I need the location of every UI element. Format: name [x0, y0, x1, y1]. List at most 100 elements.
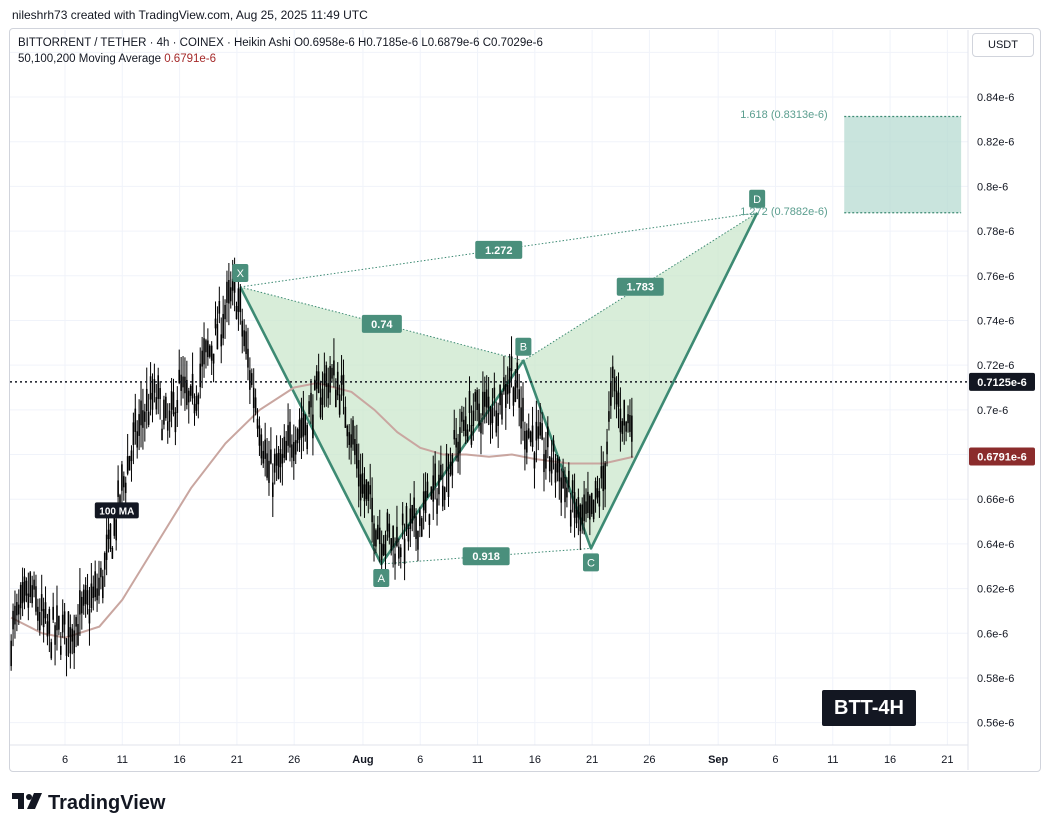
candle — [107, 529, 110, 540]
candle — [281, 453, 284, 464]
candle — [398, 546, 400, 559]
tradingview-brand[interactable]: TradingView — [12, 792, 165, 815]
candle — [497, 412, 499, 426]
time-tick-label: 6 — [62, 754, 68, 766]
candle — [627, 414, 629, 424]
candle — [462, 419, 465, 432]
ratio-label: 1.272 — [485, 245, 513, 257]
ratio-label-box — [616, 277, 664, 296]
time-tick-label: 21 — [231, 754, 243, 766]
candle — [17, 604, 20, 615]
candle — [499, 384, 501, 406]
candle — [142, 410, 144, 428]
candle — [329, 365, 331, 393]
candle — [121, 464, 123, 491]
candle — [229, 287, 232, 302]
ratio-label-box — [462, 547, 510, 566]
legend-row-ma[interactable]: 50,100,200 Moving Average 0.6791e-6 — [18, 51, 543, 67]
price-tick-label: 0.58e-6 — [977, 673, 1014, 685]
candle — [283, 436, 286, 458]
candle — [182, 376, 184, 388]
pattern-triangle-bcd — [523, 212, 758, 549]
candle — [568, 470, 570, 488]
ratio-label-box — [475, 240, 523, 259]
candle — [361, 473, 364, 494]
moving-average — [10, 382, 634, 639]
legend-row-ohlc: BITTORRENT / TETHER · 4h · COINEX · Heik… — [18, 35, 543, 51]
candle — [459, 427, 461, 454]
candle — [147, 411, 150, 425]
candle — [554, 463, 557, 483]
candle — [411, 504, 414, 524]
candle — [461, 411, 463, 422]
candle — [96, 588, 98, 601]
candle — [590, 493, 593, 514]
candle — [109, 523, 112, 549]
candle — [527, 428, 530, 438]
pattern-point-box — [515, 337, 532, 356]
candle — [399, 547, 402, 558]
candle — [587, 491, 589, 514]
candle — [468, 390, 471, 414]
candle — [207, 340, 209, 358]
candle — [491, 407, 494, 423]
candle — [451, 454, 454, 476]
fib-level-label: 1.618 (0.8313e-6) — [740, 109, 828, 122]
candle — [195, 396, 198, 411]
candle — [403, 538, 406, 565]
candle — [495, 410, 498, 433]
candle — [268, 460, 270, 483]
candle — [319, 397, 322, 418]
candle — [264, 439, 266, 459]
candle — [138, 414, 140, 436]
current-price-tag — [969, 372, 1035, 391]
price-tick-label: 0.64e-6 — [977, 539, 1014, 551]
candle — [344, 406, 347, 428]
candle — [629, 415, 631, 432]
candle — [604, 463, 606, 490]
candle — [312, 414, 314, 439]
price-tick-label: 0.7e-6 — [977, 405, 1008, 417]
candle — [314, 379, 316, 391]
candle — [405, 506, 408, 528]
candle — [386, 512, 389, 532]
candle — [378, 527, 381, 545]
candle — [417, 530, 419, 550]
candle — [155, 397, 158, 410]
candle — [189, 385, 192, 396]
price-tick-label: 0.72e-6 — [977, 360, 1014, 372]
candle — [172, 392, 175, 415]
candle — [478, 403, 480, 426]
time-tick-label: Aug — [352, 754, 373, 766]
price-tick-label: 0.76e-6 — [977, 271, 1014, 283]
pattern-triangle-xab — [240, 286, 524, 565]
candle — [470, 424, 473, 445]
candle — [453, 429, 456, 440]
candle — [58, 615, 60, 630]
candle — [545, 449, 547, 469]
pattern-point-box — [749, 189, 766, 208]
candle — [90, 583, 93, 609]
time-tick-label: 11 — [117, 754, 128, 766]
harmonic-pattern — [239, 212, 759, 566]
candle — [506, 384, 509, 395]
candle — [84, 585, 87, 604]
ratio-label-box — [361, 314, 402, 333]
candle — [535, 421, 538, 441]
candle — [573, 492, 576, 518]
candle — [373, 523, 375, 546]
legend-ma-value: 0.6791e-6 — [164, 53, 217, 65]
currency-button[interactable]: USDT — [972, 33, 1034, 57]
candle — [365, 479, 368, 500]
candle — [23, 576, 26, 602]
candle — [270, 449, 272, 464]
candle — [170, 391, 173, 410]
candle — [262, 450, 265, 464]
candle — [493, 387, 496, 399]
candle — [558, 459, 561, 482]
candle — [197, 394, 200, 405]
candle — [564, 476, 566, 503]
candle — [275, 453, 278, 466]
candle — [606, 441, 608, 455]
